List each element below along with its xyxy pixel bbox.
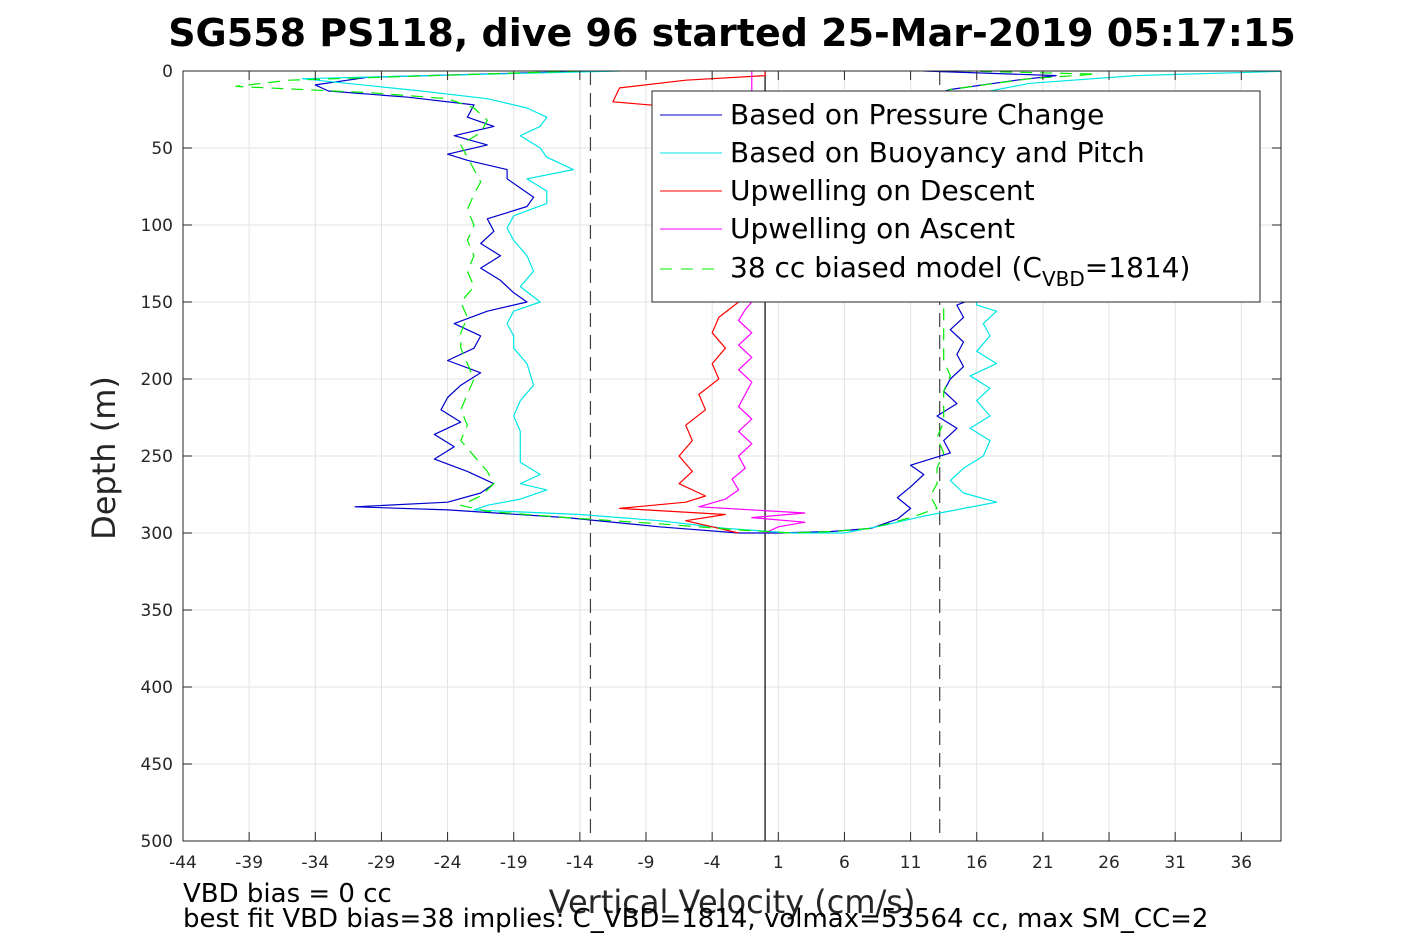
legend-label-buoyancy: Based on Buoyancy and Pitch	[730, 136, 1145, 169]
x-tick-label-9: 1	[773, 853, 784, 873]
x-tick-label-12: 16	[966, 853, 988, 873]
x-tick-label-6: -14	[566, 853, 594, 873]
legend-label-biased-model-end: =1814)	[1085, 251, 1191, 284]
x-tick-label-2: -34	[301, 853, 329, 873]
legend-label-biased-model: 38 cc biased model (CVBD=1814)	[730, 251, 1190, 291]
footnote-vbd-bias: VBD bias = 0 cc	[183, 879, 392, 909]
x-tick-label-0: -44	[169, 853, 197, 873]
y-tick-label-9: 450	[141, 755, 173, 775]
x-tick-label-10: 6	[839, 853, 850, 873]
x-tick-label-7: -9	[638, 853, 655, 873]
x-tick-label-1: -39	[235, 853, 263, 873]
y-tick-label-0: 0	[162, 62, 173, 82]
x-tick-label-5: -19	[500, 853, 528, 873]
legend-label-upwelling-descent: Upwelling on Descent	[730, 174, 1035, 207]
y-tick-label-3: 150	[141, 293, 173, 313]
x-tick-label-3: -29	[368, 853, 396, 873]
legend-label-biased-model-sub: VBD	[1042, 267, 1085, 291]
x-tick-label-13: 21	[1032, 853, 1054, 873]
legend-label-pressure: Based on Pressure Change	[730, 98, 1104, 131]
x-tick-label-15: 31	[1164, 853, 1186, 873]
y-tick-label-2: 100	[141, 216, 173, 236]
x-tick-label-8: -4	[704, 853, 721, 873]
y-tick-label-7: 350	[141, 601, 173, 621]
x-tick-label-4: -24	[434, 853, 462, 873]
y-tick-label-8: 400	[141, 678, 173, 698]
y-tick-label-10: 500	[141, 832, 173, 852]
y-tick-label-5: 250	[141, 447, 173, 467]
x-axis-label: Vertical Velocity (cm/s)	[549, 883, 916, 921]
x-axis-ticks: -44 -39 -34 -29 -24 -19 -14 -9 -4 1 6 11 16 21 26 31 36	[169, 71, 1252, 873]
y-axis-label: Depth (m)	[85, 376, 123, 540]
y-axis-ticks: 0 50 100 150 200 250 300 350 400 450 500	[141, 62, 1281, 852]
series-line-0	[314, 71, 1057, 534]
x-tick-label-14: 26	[1098, 853, 1120, 873]
y-tick-label-6: 300	[141, 524, 173, 544]
x-tick-label-11: 11	[900, 853, 922, 873]
series-line-1	[301, 71, 1281, 534]
legend-label-biased-model-main: 38 cc biased model (C	[730, 251, 1042, 284]
legend-box	[651, 90, 1261, 303]
legend: Based on Pressure Change Based on Buoyan…	[651, 90, 1261, 303]
y-tick-label-1: 50	[151, 139, 173, 159]
y-tick-label-4: 200	[141, 370, 173, 390]
x-tick-label-16: 36	[1230, 853, 1252, 873]
chart-title: SG558 PS118, dive 96 started 25-Mar-2019…	[168, 11, 1296, 55]
legend-label-upwelling-ascent: Upwelling on Ascent	[730, 212, 1015, 245]
series-line-4	[235, 71, 1097, 534]
footnote-best-fit: best fit VBD bias=38 implies: C_VBD=1814…	[183, 904, 1208, 934]
